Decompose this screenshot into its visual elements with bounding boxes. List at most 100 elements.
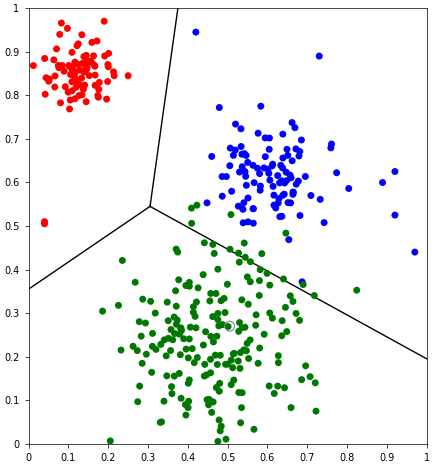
Point [264,166,271,173]
Point [283,177,290,184]
Point [204,199,210,206]
Point [250,205,257,212]
Point [219,321,226,328]
Point [298,136,305,144]
Point [142,319,149,327]
Point [138,333,145,340]
Point [79,31,85,38]
Point [72,78,79,85]
Point [81,81,88,89]
Point [288,404,295,411]
Point [250,205,256,212]
Point [67,96,74,104]
Point [208,153,215,160]
Point [206,396,213,403]
Point [243,182,250,189]
Point [83,63,90,70]
Point [285,199,292,206]
Point [134,398,141,405]
Point [43,74,49,82]
Point [214,333,220,340]
Point [169,336,176,344]
Point [73,76,80,83]
Point [94,92,101,99]
Point [201,372,208,380]
Point [190,303,197,311]
Point [237,365,243,372]
Point [217,427,224,434]
Point [143,351,150,358]
Point [227,246,233,253]
Point [236,319,243,326]
Point [55,62,62,69]
Point [193,298,200,306]
Point [237,419,244,426]
Point [177,351,184,358]
Point [213,290,220,297]
Point [90,52,97,60]
Point [69,49,76,56]
Point [278,332,285,340]
Point [266,146,273,153]
Point [188,219,195,227]
Point [257,182,264,190]
Point [235,357,242,365]
Point [99,307,106,315]
Point [235,389,242,396]
Point [266,134,273,142]
Point [69,87,76,94]
Point [240,205,247,213]
Point [271,390,278,397]
Point [283,169,289,176]
Point [186,376,193,384]
Point [257,102,264,110]
Point [53,45,60,53]
Point [125,72,132,79]
Point [232,146,239,154]
Point [56,64,62,71]
Point [76,81,83,88]
Point [61,68,68,75]
Point [274,382,281,390]
Point [66,105,73,113]
Point [256,186,263,194]
Point [289,298,296,305]
Point [251,179,258,186]
Point [238,296,245,304]
Point [260,164,267,172]
Point [185,380,192,387]
Point [243,340,250,347]
Point [105,50,112,57]
Point [229,364,236,371]
Point [227,211,234,218]
Point [161,336,168,344]
Point [200,341,207,349]
Point [78,74,85,82]
Point [263,269,270,277]
Point [165,334,172,342]
Point [227,162,233,170]
Point [209,313,216,320]
Point [272,204,279,212]
Point [279,130,286,138]
Point [235,328,242,335]
Point [74,61,81,68]
Point [243,152,250,159]
Point [46,75,53,83]
Point [81,68,88,76]
Point [110,68,117,76]
Point [183,346,190,353]
Point [101,17,108,25]
Point [270,183,276,190]
Point [214,438,221,445]
Point [255,360,262,367]
Point [71,74,78,81]
Point [293,310,299,317]
Point [296,148,303,155]
Point [171,330,178,337]
Point [70,66,77,74]
Point [149,330,156,337]
Point [287,171,294,179]
Point [307,192,314,199]
Point [257,266,264,273]
